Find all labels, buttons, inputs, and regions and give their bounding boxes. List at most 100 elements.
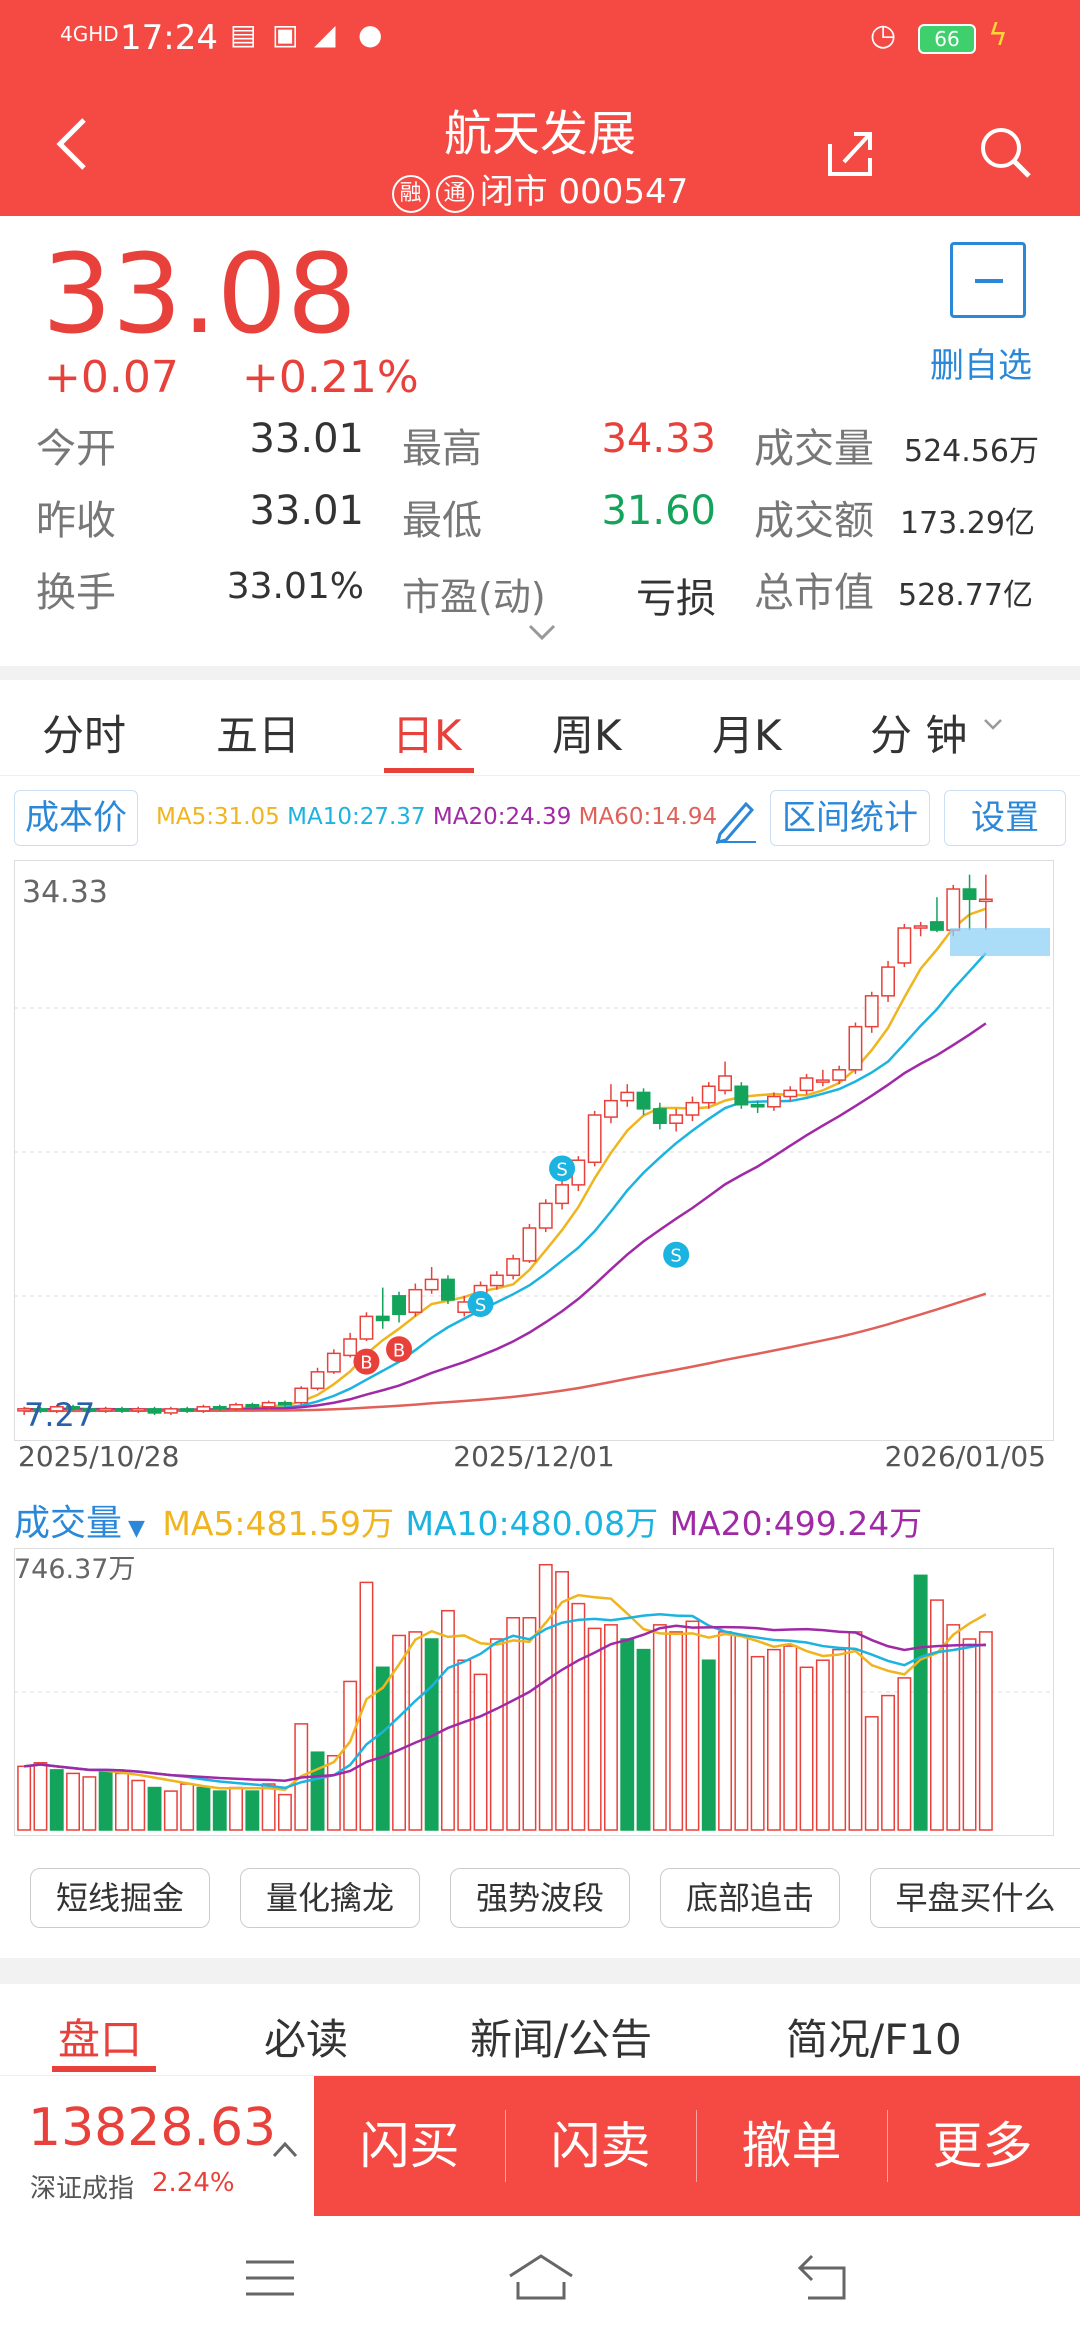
volume-bar [326, 1754, 341, 1831]
volume-bar [424, 1638, 439, 1831]
volume-bar [685, 1620, 700, 1831]
quick-buy-button[interactable]: 闪买 [359, 2117, 460, 2175]
expand-quote-button[interactable] [524, 620, 560, 648]
tab-must-read[interactable]: 必读 [264, 2015, 349, 2064]
volume-bar [212, 1790, 227, 1831]
battery-icon: 66 [918, 24, 976, 54]
candle-body [441, 1278, 455, 1301]
ma60-label: MA60:14.94 [578, 804, 718, 830]
volume-bar [408, 1631, 423, 1831]
nav-bar: 航天发展 融通闭市 000547 [0, 84, 1080, 216]
ma10-label: MA10:27.37 [287, 804, 426, 830]
vol-ma5-line [24, 1593, 987, 1791]
candle-body [718, 1075, 732, 1092]
draw-tool-button[interactable] [712, 794, 758, 848]
tab-orderbook[interactable]: 盘口 [58, 2015, 143, 2064]
candlestick-chart[interactable]: BB S S S 34.33 7.27 2025/10/28 2025/12/01 2026/0… [14, 860, 1054, 1472]
tab-weekly-k[interactable]: 周K [552, 711, 622, 760]
search-button[interactable] [975, 122, 1035, 182]
chevron-down-icon [528, 624, 556, 641]
trade-marker-label: B [360, 1353, 372, 1374]
remove-watchlist-button[interactable] [950, 242, 1026, 318]
range-stats-button[interactable]: 区间统计 [770, 790, 930, 846]
candle-body [848, 1025, 863, 1071]
volume-bar [734, 1634, 749, 1831]
index-ticker[interactable]: 13828.63 深证成指 2.24% [0, 2076, 314, 2216]
cost-price-button[interactable]: 成本价 [14, 790, 138, 846]
volume-dropdown-icon[interactable]: ▼ [128, 1516, 145, 1541]
margin-tag: 融 [391, 174, 430, 213]
candle-body [66, 1406, 80, 1410]
candle-body [506, 1258, 521, 1277]
volume-bar [587, 1627, 602, 1831]
volume-bar [82, 1776, 97, 1831]
tab-five-day[interactable]: 五日 [216, 711, 301, 760]
quote-panel: 33.08 +0.07 +0.21% 删自选 今开 33.01 最高 34.33… [0, 216, 1080, 666]
x-axis-date: 2025/10/28 [18, 1440, 179, 1472]
alarm-icon: ◷ [870, 18, 897, 53]
expand-index-button[interactable] [268, 2132, 302, 2166]
price-low-label: 7.27 [24, 1396, 95, 1434]
share-button[interactable] [820, 122, 880, 182]
volume-bar [375, 1666, 390, 1831]
candle-body [229, 1403, 243, 1410]
candle-body [587, 1114, 602, 1164]
candle-body [538, 1202, 553, 1229]
cancel-order-button[interactable]: 撤单 [741, 2117, 842, 2175]
candle-body [701, 1085, 716, 1104]
home-icon[interactable] [506, 2252, 576, 2304]
back-nav-icon[interactable] [796, 2252, 852, 2304]
pe-label: 市盈(动) [402, 575, 546, 619]
remove-watchlist-label[interactable]: 删自选 [930, 346, 1032, 386]
quick-sell-button[interactable]: 闪卖 [550, 2117, 651, 2175]
candle-body [978, 898, 993, 903]
turnover-rate-value: 33.01% [226, 566, 364, 607]
tab-minute[interactable]: 分 钟 [870, 711, 968, 760]
chip-quant[interactable]: 量化擒龙 [240, 1868, 420, 1928]
chip-strong-swing[interactable]: 强势波段 [450, 1868, 630, 1928]
section-divider [0, 1958, 1080, 1984]
candle-body [815, 1079, 830, 1083]
period-tabs: 分时 五日 日K 周K 月K 分 钟 [0, 680, 1080, 776]
volume-bar [832, 1648, 847, 1831]
volume-bar [473, 1673, 488, 1831]
candle-body [375, 1315, 390, 1322]
menu-icon[interactable] [244, 2256, 296, 2300]
tab-intraday[interactable]: 分时 [42, 711, 127, 760]
candle-body [408, 1288, 423, 1314]
minute-dropdown-icon[interactable] [982, 716, 1004, 735]
status-time: 17:24 [120, 18, 218, 58]
chip-bottom-chase[interactable]: 底部追击 [660, 1868, 840, 1928]
candle-body [897, 927, 912, 964]
volume-bar [669, 1631, 684, 1831]
candle-body [636, 1091, 651, 1110]
volume-chart[interactable]: 746.37万 [14, 1548, 1054, 1838]
tab-daily-k[interactable]: 日K [392, 711, 462, 760]
volume-title[interactable]: 成交量 [14, 1503, 123, 1544]
turnover-amount-value: 173.29亿 [900, 506, 1035, 541]
more-button[interactable]: 更多 [932, 2117, 1033, 2175]
vol-ma20-label: MA20:499.24万 [669, 1504, 923, 1543]
open-label: 今开 [36, 426, 116, 472]
candle-body [424, 1278, 439, 1291]
volume-bar [864, 1716, 879, 1831]
volume-bar [180, 1783, 195, 1831]
chart-settings-button[interactable]: 设置 [944, 790, 1066, 846]
candle-body [685, 1101, 700, 1116]
section-divider [0, 666, 1080, 680]
candle-body [392, 1295, 406, 1316]
volume-bar [359, 1581, 374, 1831]
volume-bar [538, 1563, 553, 1831]
volume-bar [815, 1659, 830, 1831]
tab-profile[interactable]: 简况/F10 [786, 2015, 962, 2064]
volume-bar [66, 1772, 80, 1831]
back-button[interactable] [40, 108, 110, 178]
volume-bar [196, 1786, 211, 1831]
candle-body [734, 1085, 749, 1106]
x-axis-date: 2025/12/01 [453, 1440, 614, 1472]
tab-monthly-k[interactable]: 月K [712, 711, 782, 760]
chip-morning-buy[interactable]: 早盘买什么 [870, 1868, 1080, 1928]
chip-short-term[interactable]: 短线掘金 [30, 1868, 210, 1928]
tab-news[interactable]: 新闻/公告 [470, 2015, 653, 2064]
market-cap-value: 528.77亿 [898, 578, 1033, 613]
